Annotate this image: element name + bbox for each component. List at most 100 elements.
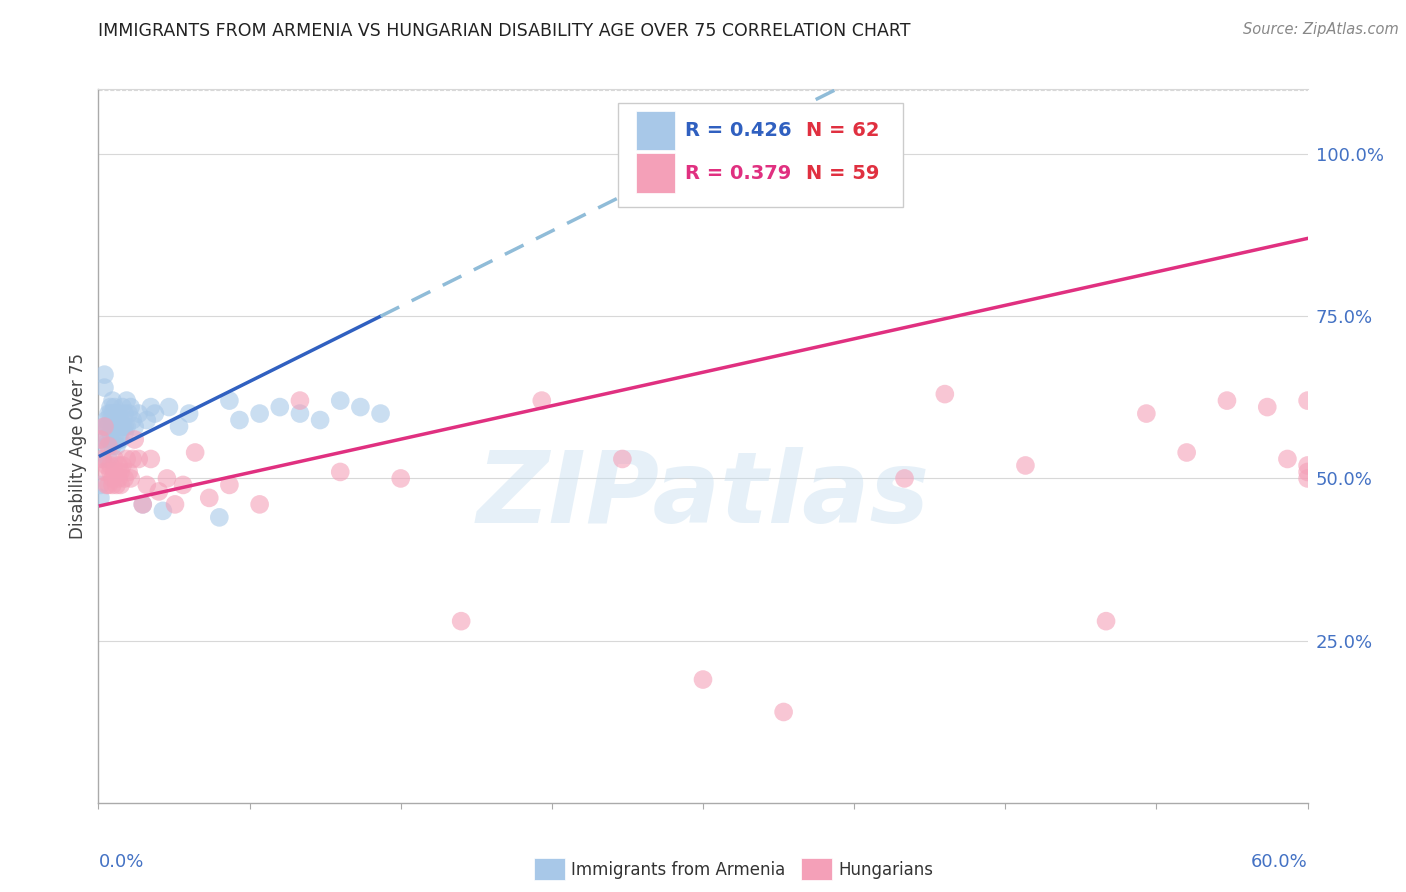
Bar — [637, 153, 675, 193]
Point — [135, 478, 157, 492]
Point — [288, 393, 311, 408]
Point — [89, 433, 111, 447]
Point — [124, 433, 146, 447]
Point — [114, 471, 136, 485]
Point — [89, 478, 111, 492]
Point — [692, 673, 714, 687]
Point — [107, 407, 129, 421]
Point — [389, 471, 412, 485]
Point — [101, 471, 124, 485]
Text: Source: ZipAtlas.com: Source: ZipAtlas.com — [1243, 22, 1399, 37]
Point — [128, 407, 150, 421]
Point — [93, 381, 115, 395]
Point — [97, 407, 120, 421]
Point — [111, 400, 134, 414]
Point — [110, 433, 132, 447]
Point — [329, 393, 352, 408]
Point — [132, 497, 155, 511]
Point — [1296, 471, 1319, 485]
Point — [107, 471, 129, 485]
Point — [612, 452, 634, 467]
Point — [93, 419, 115, 434]
Point — [111, 419, 134, 434]
Point — [97, 419, 120, 434]
Point — [107, 419, 129, 434]
Point — [100, 400, 122, 414]
Point — [772, 705, 794, 719]
Point — [89, 491, 111, 505]
Point — [163, 497, 186, 511]
Point — [96, 439, 118, 453]
Point — [107, 433, 129, 447]
Text: IMMIGRANTS FROM ARMENIA VS HUNGARIAN DISABILITY AGE OVER 75 CORRELATION CHART: IMMIGRANTS FROM ARMENIA VS HUNGARIAN DIS… — [98, 22, 911, 40]
Point — [329, 465, 352, 479]
Point — [309, 413, 332, 427]
Point — [103, 400, 125, 414]
Point — [103, 465, 125, 479]
Point — [370, 407, 392, 421]
Point — [91, 433, 114, 447]
Point — [105, 407, 128, 421]
Point — [100, 407, 122, 421]
Point — [249, 497, 271, 511]
Point — [114, 419, 136, 434]
Point — [198, 491, 221, 505]
Point — [143, 407, 166, 421]
Point — [167, 419, 190, 434]
Point — [93, 368, 115, 382]
Text: 0.0%: 0.0% — [98, 853, 143, 871]
Text: N = 62: N = 62 — [806, 120, 879, 140]
Point — [530, 393, 553, 408]
Text: 60.0%: 60.0% — [1251, 853, 1308, 871]
Point — [120, 400, 142, 414]
Point — [100, 465, 122, 479]
Point — [934, 387, 956, 401]
Point — [179, 407, 201, 421]
Point — [1296, 393, 1319, 408]
Point — [103, 413, 125, 427]
Point — [184, 445, 207, 459]
Text: Immigrants from Armenia: Immigrants from Armenia — [571, 861, 785, 879]
Point — [114, 407, 136, 421]
Point — [132, 497, 155, 511]
Point — [105, 478, 128, 492]
Point — [118, 407, 141, 421]
Point — [107, 458, 129, 473]
Point — [97, 478, 120, 492]
Point — [1135, 407, 1157, 421]
Point — [124, 419, 146, 434]
Point — [156, 471, 179, 485]
Point — [97, 433, 120, 447]
Point — [96, 413, 118, 427]
Point — [1175, 445, 1198, 459]
Point — [218, 478, 240, 492]
Point — [450, 614, 472, 628]
Text: ZIPatlas: ZIPatlas — [477, 448, 929, 544]
Point — [157, 400, 180, 414]
Point — [115, 452, 138, 467]
Point — [93, 419, 115, 434]
Point — [101, 407, 124, 421]
Point — [218, 393, 240, 408]
Point — [110, 413, 132, 427]
Point — [110, 478, 132, 492]
Point — [97, 452, 120, 467]
Point — [1216, 393, 1239, 408]
Point — [96, 458, 118, 473]
Point — [105, 419, 128, 434]
Point — [114, 425, 136, 440]
Point — [91, 452, 114, 467]
Point — [249, 407, 271, 421]
Point — [96, 478, 118, 492]
Point — [1296, 465, 1319, 479]
Text: Hungarians: Hungarians — [838, 861, 934, 879]
Point — [228, 413, 250, 427]
Point — [139, 452, 162, 467]
Point — [103, 452, 125, 467]
Point — [101, 439, 124, 453]
Point — [93, 465, 115, 479]
Point — [269, 400, 291, 414]
Point — [118, 465, 141, 479]
FancyBboxPatch shape — [619, 103, 903, 207]
Point — [1014, 458, 1036, 473]
